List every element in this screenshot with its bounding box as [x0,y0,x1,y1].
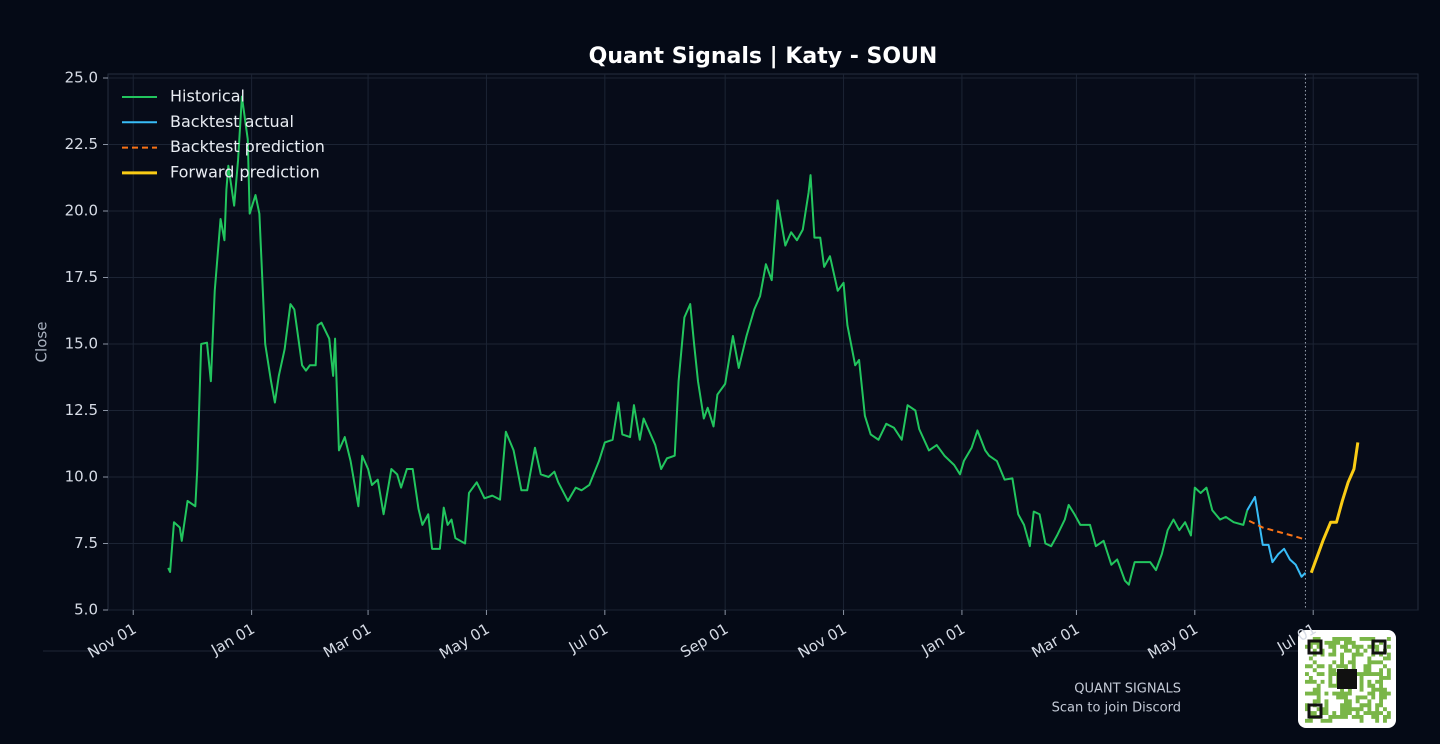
qr-finder [1307,639,1323,655]
chart-title: Quant Signals | Katy - SOUN [589,44,938,69]
legend-label: Backtest prediction [170,137,325,156]
y-tick-label: 10.0 [65,467,98,485]
legend-label: Forward prediction [170,162,320,181]
qr-finder [1307,703,1323,719]
y-tick-label: 7.5 [74,534,98,552]
series-line [167,95,1249,586]
qr-finders [1307,639,1387,719]
qr-logo [1337,669,1357,689]
y-tick-label: 17.5 [65,268,98,286]
y-tick-label: 15.0 [65,334,98,352]
grid [108,74,1418,611]
footer-brand: QUANT SIGNALS [1074,682,1181,697]
series-line [1246,495,1307,578]
plot-area [107,73,1419,611]
y-tick-label: 5.0 [74,601,98,619]
series-line [1309,442,1360,574]
legend-label: Backtest actual [170,112,294,131]
qr-finder [1371,639,1387,655]
series-line [1248,519,1306,541]
qr-code [1298,630,1396,728]
y-tick-label: 12.5 [65,401,98,419]
y-tick-label: 20.0 [65,201,98,219]
legend-label: Historical [170,87,245,106]
y-tick-label: 25.0 [65,68,98,86]
y-tick-label: 22.5 [65,135,98,153]
y-axis-label: Close [33,322,51,363]
footer-caption: Scan to join Discord [1052,701,1181,716]
